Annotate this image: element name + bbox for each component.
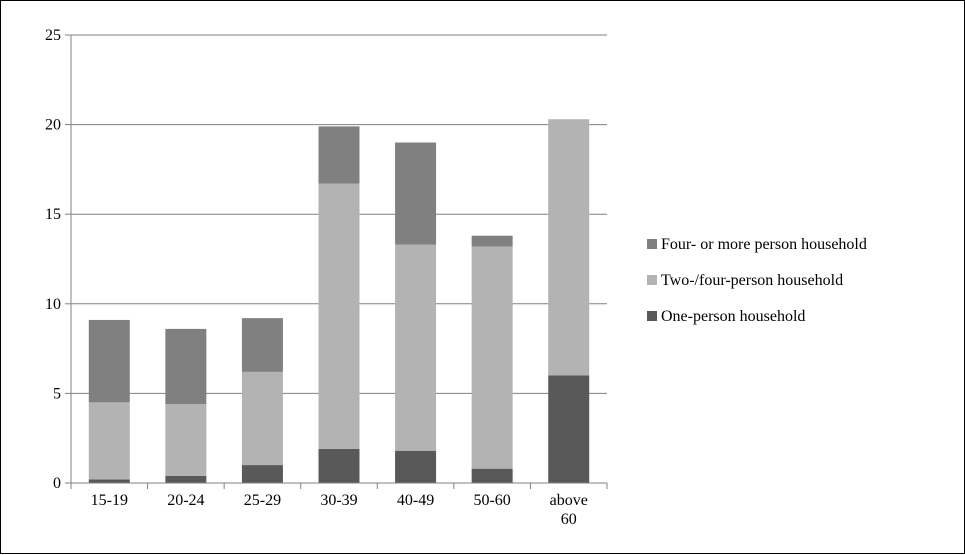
y-tick-label: 10: [45, 296, 61, 313]
x-tick-label: 40-49: [397, 492, 434, 509]
bar-segment: [395, 244, 437, 451]
y-tick-label: 0: [53, 475, 61, 492]
bar-segment: [318, 448, 360, 483]
x-tick-label: 20-24: [167, 492, 204, 509]
x-tick-label: above: [550, 492, 588, 509]
x-tick-label: 30-39: [320, 492, 357, 509]
bar-segment: [165, 475, 207, 483]
x-tick-label: 15-19: [91, 492, 128, 509]
bar-segment: [241, 318, 283, 372]
legend-swatch: [647, 275, 657, 285]
y-tick-label: 25: [45, 27, 61, 44]
x-tick-label: 50-60: [473, 492, 510, 509]
bar-segment: [241, 465, 283, 483]
bar-segment: [165, 328, 207, 405]
bar-segment: [471, 468, 513, 483]
bar-segment: [88, 479, 130, 483]
x-tick-label: 60: [561, 511, 577, 528]
bar-segment: [548, 119, 590, 376]
bar-segment: [88, 319, 130, 403]
bar-segment: [241, 371, 283, 466]
bar-segment: [471, 235, 513, 247]
bar-segment: [318, 126, 360, 184]
bar-segment: [318, 183, 360, 449]
bar-segment: [471, 246, 513, 469]
y-tick-label: 15: [45, 206, 61, 223]
bar-segment: [395, 142, 437, 245]
bars: [88, 119, 590, 483]
bar-segment: [548, 375, 590, 483]
bar-segment: [88, 402, 130, 480]
legend: Four- or more person household Two-/four-…: [647, 236, 867, 325]
legend-label: Four- or more person household: [661, 236, 867, 253]
bar-segment: [165, 404, 207, 476]
legend-label: Two-/four-person household: [661, 272, 843, 289]
legend-label: One-person household: [661, 308, 805, 325]
bar-segment: [395, 450, 437, 483]
legend-swatch: [647, 311, 657, 321]
y-tick-label: 5: [53, 385, 61, 402]
legend-swatch: [647, 239, 657, 249]
x-tick-label: 25-29: [244, 492, 281, 509]
axes: 0 5 10 15 20 25 15-19 20-24 25-29 30-39 40-49 50-60…: [45, 27, 608, 528]
y-tick-label: 20: [45, 117, 61, 134]
